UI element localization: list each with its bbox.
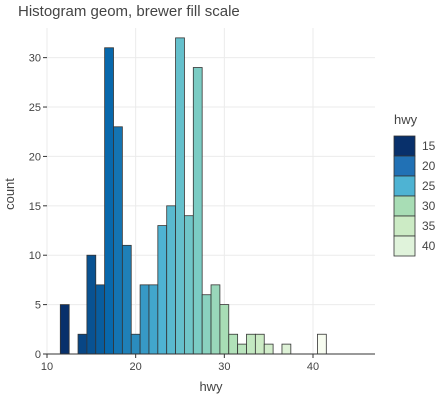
x-tick-label: 10 — [41, 361, 53, 373]
histogram-bar — [192, 67, 203, 355]
histogram-bars — [59, 37, 327, 355]
histogram-bar — [201, 294, 212, 355]
legend-label: 20 — [422, 159, 436, 173]
legend-label: 25 — [422, 179, 436, 193]
y-tick-label: 20 — [29, 151, 41, 163]
histogram-bar — [139, 284, 150, 355]
histogram-bar — [77, 333, 88, 355]
histogram-bar — [184, 215, 194, 355]
legend-title: hwy — [394, 112, 418, 127]
histogram-bar — [210, 284, 221, 355]
histogram-bar — [254, 333, 265, 355]
histogram-bar — [86, 254, 97, 355]
histogram-bar — [166, 205, 176, 355]
legend-label: 40 — [422, 239, 436, 253]
legend-swatch — [393, 235, 416, 257]
histogram-bar — [104, 47, 114, 355]
y-tick-label: 30 — [29, 53, 41, 65]
x-tick-label: 20 — [130, 361, 142, 373]
legend-swatch — [393, 175, 416, 197]
x-tick-label: 40 — [307, 361, 319, 373]
histogram-bar — [130, 333, 141, 355]
histogram-bar — [148, 284, 159, 355]
histogram-bar — [59, 304, 70, 355]
y-tick-label: 15 — [29, 201, 41, 213]
histogram-bar — [281, 343, 292, 355]
legend-label: 30 — [422, 199, 436, 213]
y-tick-label: 10 — [29, 250, 41, 262]
histogram-bar — [121, 244, 132, 355]
chart-title: Histogram geom, brewer fill scale — [18, 3, 240, 20]
legend-label: 35 — [422, 219, 436, 233]
y-tick-label: 5 — [35, 300, 41, 312]
histogram-bar — [246, 333, 256, 355]
y-tick-label: 0 — [35, 349, 41, 361]
y-tick-label: 25 — [29, 102, 41, 114]
histogram-bar — [113, 126, 123, 355]
legend-label: 15 — [422, 139, 436, 153]
legend-swatch — [393, 215, 416, 237]
legend-swatch — [393, 135, 416, 157]
x-tick-label: 30 — [218, 361, 230, 373]
legend-swatch — [393, 155, 416, 177]
histogram-bar — [157, 225, 168, 355]
histogram-bar — [95, 284, 106, 355]
histogram-bar — [219, 304, 230, 355]
histogram-bar — [317, 333, 327, 355]
x-axis-title: hwy — [199, 379, 223, 394]
histogram-bar — [263, 343, 274, 355]
histogram-bar — [175, 37, 185, 355]
y-axis-ticks: 0 5 10 15 20 25 30 — [29, 53, 47, 361]
histogram-bar — [237, 343, 247, 355]
histogram-bar — [228, 333, 239, 355]
legend-swatch — [393, 195, 416, 217]
y-axis-title: count — [2, 178, 17, 210]
x-axis-ticks: 10 20 30 40 — [41, 354, 319, 373]
legend: hwy 15 20 25 30 35 40 — [393, 112, 436, 257]
